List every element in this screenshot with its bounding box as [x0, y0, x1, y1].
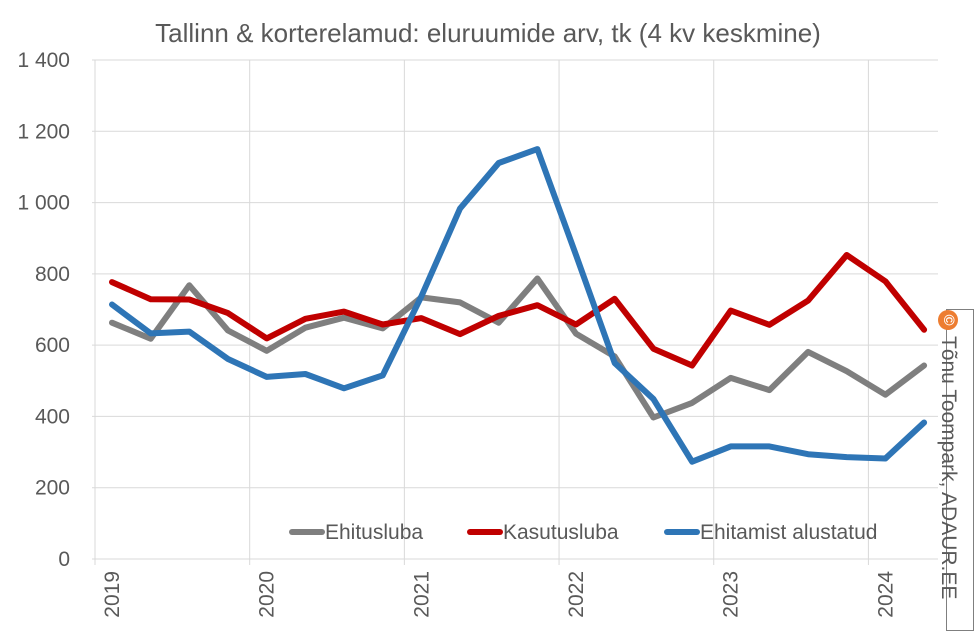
y-tick-label: 0: [58, 548, 70, 571]
y-axis-ticks: 0 200 400 600 800 1 000 1 200 1 400: [17, 49, 70, 571]
y-tick-label: 1 400: [17, 49, 70, 72]
x-tick-label: 2022: [565, 571, 588, 618]
copyright-icon: ©: [938, 310, 958, 330]
x-tick-label: 2020: [256, 571, 279, 618]
series-line: [109, 146, 928, 465]
y-tick-label: 1 000: [17, 192, 70, 215]
legend: Ehitusluba Kasutusluba Ehitamist alustatud: [289, 521, 877, 544]
y-tick-label: 200: [35, 477, 70, 500]
legend-label: Ehitusluba: [325, 521, 423, 544]
legend-label: Ehitamist alustatud: [700, 521, 877, 544]
x-tick-label: 2021: [410, 571, 433, 618]
x-axis-ticks: 2019 2020 2021 2022 2023 2024: [101, 571, 897, 618]
y-tick-label: 600: [35, 334, 70, 357]
copyright-credit: © Tõnu Toompark, ADAUR.EE: [937, 309, 974, 631]
series-lines: [109, 146, 928, 465]
x-tick-label: 2024: [874, 571, 897, 618]
chart-title: Tallinn & korterelamud: eluruumide arv, …: [155, 18, 821, 48]
y-tick-label: 1 200: [17, 120, 70, 143]
x-tick-label: 2023: [720, 571, 743, 618]
series-line: [109, 275, 928, 421]
credit-text: Tõnu Toompark, ADAUR.EE: [937, 336, 960, 600]
y-tick-label: 800: [35, 263, 70, 286]
x-tick-label: 2019: [101, 571, 124, 618]
y-tick-label: 400: [35, 405, 70, 428]
legend-label: Kasutusluba: [503, 521, 619, 544]
credit-rotated: © Tõnu Toompark, ADAUR.EE: [935, 310, 961, 599]
series-line: [109, 252, 928, 369]
